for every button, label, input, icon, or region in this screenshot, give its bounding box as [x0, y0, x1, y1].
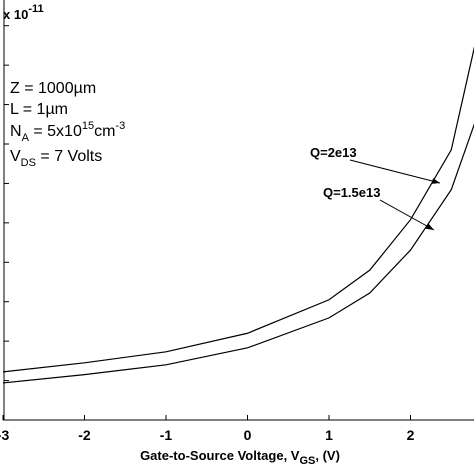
param-subscript: DS	[21, 157, 36, 169]
y-multiplier: x 10-11	[3, 3, 44, 22]
x-axis-title: Gate-to-Source Voltage, VGS, (V)	[140, 448, 340, 467]
param-text: V	[10, 148, 21, 165]
param-superscript: 15	[82, 120, 94, 132]
param-text: cm	[94, 123, 115, 140]
param-line: NA = 5x1015cm-3	[10, 120, 125, 144]
label-arrow	[349, 159, 441, 184]
parameter-block: Z = 1000µm L = 1µm NA = 5x1015cm-3 VDS =…	[10, 80, 125, 169]
param-line: L = 1µm	[10, 101, 68, 118]
param-text: N	[10, 123, 22, 140]
param-text: = 7 Volts	[36, 148, 102, 165]
series-line	[2, 46, 474, 373]
label-arrow	[379, 199, 435, 231]
x-tick-label: 1	[325, 427, 333, 443]
x-title-subscript: GS	[299, 455, 315, 467]
multiplier-base: x 10	[3, 7, 28, 22]
param-text: L = 1µm	[10, 101, 68, 118]
x-title-text: Gate-to-Source Voltage, V	[140, 448, 300, 463]
series-label: Q=2e13	[310, 145, 357, 160]
param-text: Z = 1000µm	[10, 80, 96, 97]
param-line: Z = 1000µm	[10, 80, 96, 97]
x-tick-label: 0	[244, 427, 252, 443]
x-tick-label: -1	[160, 427, 173, 443]
x-title-text: , (V)	[315, 448, 340, 463]
param-subscript: A	[22, 132, 30, 144]
x-tick-label: 2	[407, 427, 415, 443]
multiplier-exponent: -11	[28, 3, 43, 15]
param-text: = 5x10	[29, 123, 82, 140]
param-line: VDS = 7 Volts	[10, 148, 102, 169]
series-line	[2, 123, 474, 384]
x-tick-label: -3	[0, 427, 9, 443]
series-label: Q=1.5e13	[323, 185, 380, 200]
x-tick-label: -2	[78, 427, 91, 443]
param-superscript: -3	[115, 120, 125, 132]
